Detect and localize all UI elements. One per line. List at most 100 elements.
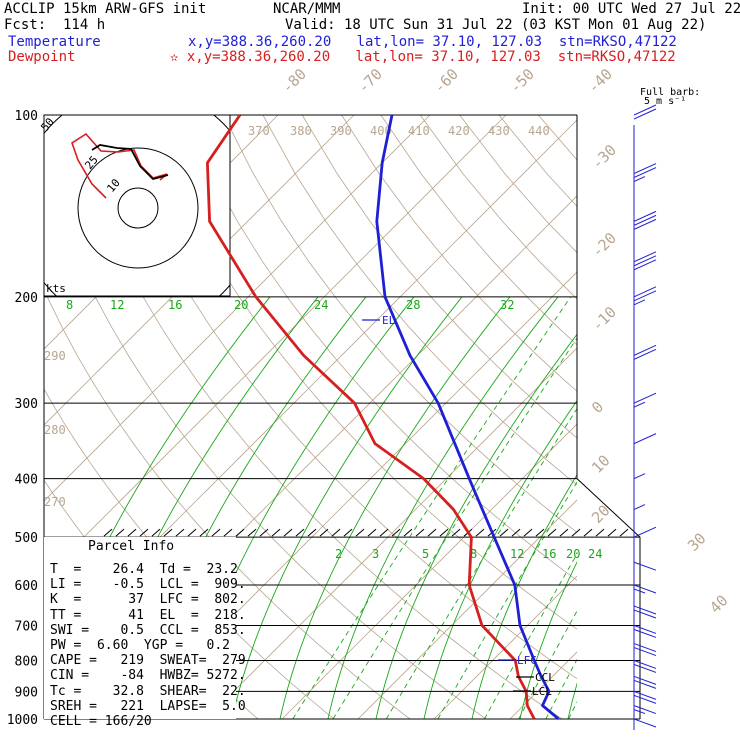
parcel-info-row: SREH = 221 LAPSE= 5.0 bbox=[50, 698, 246, 714]
dewpoint-legend: Dewpoint bbox=[8, 49, 76, 65]
theta-label: 390 bbox=[330, 124, 352, 138]
isotherm-label: 40 bbox=[706, 591, 732, 617]
isotherm-line bbox=[662, 115, 740, 719]
sounding-profiles bbox=[205, 115, 560, 719]
dry-adiabat-line bbox=[656, 115, 740, 719]
hatch-mark bbox=[211, 528, 221, 537]
isotherm-label: -60 bbox=[430, 65, 462, 97]
el-label: EL bbox=[382, 314, 396, 327]
temperature-location: x,y=388.36,260.20 lat,lon= 37.10, 127.03… bbox=[188, 34, 677, 50]
mixing-ratio-label-lower: 3 bbox=[372, 547, 379, 561]
barb-half-flag bbox=[633, 588, 646, 594]
hatch-mark bbox=[391, 528, 401, 537]
barb-legend-line1: Full barb: bbox=[640, 87, 700, 98]
wind-barbs bbox=[633, 104, 657, 730]
pressure-label-800: 800 bbox=[15, 654, 38, 669]
mixing-ratio-label-lower: 16 bbox=[542, 547, 556, 561]
hodograph-ring-25 bbox=[77, 147, 199, 269]
mixing-ratio-label-lower: 2 bbox=[335, 547, 342, 561]
right-axis-step bbox=[576, 478, 641, 538]
parcel-info-row: CAPE = 219 SWEAT= 279 bbox=[50, 653, 246, 669]
hatch-mark bbox=[103, 528, 113, 537]
mixing-ratio-line bbox=[588, 297, 740, 719]
hatch-mark bbox=[283, 528, 293, 537]
hatch-mark bbox=[439, 528, 449, 537]
init-time: Init: 00 UTC Wed 27 Jul 22 bbox=[522, 1, 740, 17]
theta-labels: 370 380 390 400 410 420 430 440 290 280 270 bbox=[44, 124, 550, 509]
mixing-ratio-line bbox=[332, 337, 577, 719]
dry-adiabat-line bbox=[183, 115, 577, 581]
barb-flag bbox=[633, 690, 657, 700]
dry-adiabat-line bbox=[578, 115, 740, 719]
parcel-info-row: K = 37 LFC = 802. bbox=[50, 592, 246, 608]
forecast-hour: Fcst: 114 h bbox=[4, 17, 106, 33]
isotherm-line bbox=[205, 347, 577, 719]
barb-flag bbox=[633, 108, 657, 120]
barb-flag bbox=[633, 624, 657, 634]
barb-half-flag bbox=[633, 709, 646, 715]
barb-flag bbox=[633, 675, 657, 685]
barb-flag bbox=[633, 659, 657, 669]
mixing-ratio-line bbox=[605, 297, 740, 719]
pressure-label-700: 700 bbox=[15, 619, 38, 634]
hatch-mark bbox=[127, 528, 137, 537]
dry-adiabat-line bbox=[223, 115, 577, 533]
dry-adiabat-line bbox=[380, 115, 577, 346]
barb-flag bbox=[633, 526, 657, 538]
source-label: NCAR/MMM bbox=[273, 1, 341, 17]
dry-adiabat-line bbox=[105, 115, 577, 680]
isotherm-line bbox=[44, 115, 355, 426]
hodograph-trace-lower bbox=[71, 132, 168, 199]
barb-half-flag bbox=[633, 473, 646, 480]
barb-flag bbox=[633, 392, 657, 404]
model-title: ACCLIP 15km ARW-GFS init bbox=[4, 1, 207, 17]
parcel-info-row: T = 26.4 Td = 23.2 bbox=[50, 562, 238, 577]
parcel-info-panel bbox=[44, 537, 236, 719]
isotherm-line bbox=[281, 423, 577, 719]
hatch-mark bbox=[403, 528, 413, 537]
hatch-mark bbox=[151, 528, 161, 537]
hatch-mark bbox=[223, 528, 233, 537]
isotherm-line bbox=[44, 115, 507, 578]
mixing-ratio-label-lower: 20 bbox=[566, 547, 580, 561]
pressure-label-100: 100 bbox=[15, 109, 38, 124]
parcel-info-row: CIN = -84 HWBZ= 5272. bbox=[50, 668, 246, 684]
pressure-label-1000: 1000 bbox=[7, 713, 38, 728]
hatch-mark bbox=[415, 528, 425, 537]
hatch-mark bbox=[451, 528, 461, 537]
hatch-mark bbox=[187, 528, 197, 537]
parcel-info-row: Tc = 32.8 SHEAR= 22. bbox=[50, 683, 246, 699]
barb-flag bbox=[633, 167, 657, 178]
mixing-ratio-line bbox=[292, 296, 572, 719]
pressure-label-600: 600 bbox=[15, 579, 38, 594]
moist-adiabat-line bbox=[279, 296, 511, 719]
barb-flag bbox=[633, 290, 657, 302]
barb-half-flag bbox=[633, 299, 646, 306]
barb-flag bbox=[633, 643, 657, 653]
mixing-ratio-label-lower: 5 bbox=[422, 547, 429, 561]
isotherm-label: -50 bbox=[506, 65, 538, 97]
dry-adiabat-line bbox=[262, 115, 577, 486]
isotherm-line bbox=[586, 115, 740, 719]
theta-label: 400 bbox=[370, 124, 392, 138]
barb-half-flag bbox=[633, 176, 646, 182]
pressure-label-900: 900 bbox=[15, 685, 38, 700]
isotherm-label: 30 bbox=[684, 529, 710, 555]
pressure-label-400: 400 bbox=[15, 473, 38, 488]
mixing-ratio-label-upper: 32 bbox=[500, 298, 514, 312]
barb-half-flag bbox=[633, 504, 646, 510]
barb-flag bbox=[633, 214, 657, 226]
dry-adiabat-line bbox=[419, 115, 577, 300]
mixing-ratio-label-upper: 12 bbox=[110, 298, 124, 312]
hatch-mark bbox=[499, 528, 509, 537]
moist-adiabat-line bbox=[327, 296, 559, 719]
lfc-label: LFC bbox=[517, 654, 537, 667]
hatch-mark bbox=[259, 528, 269, 537]
barb-flag bbox=[633, 251, 657, 263]
theta-label: 430 bbox=[488, 124, 510, 138]
theta-label: 440 bbox=[528, 124, 550, 138]
barb-flag bbox=[633, 348, 657, 360]
barb-flag bbox=[633, 605, 657, 615]
pressure-label-300: 300 bbox=[15, 397, 38, 412]
hatch-mark bbox=[367, 528, 377, 537]
